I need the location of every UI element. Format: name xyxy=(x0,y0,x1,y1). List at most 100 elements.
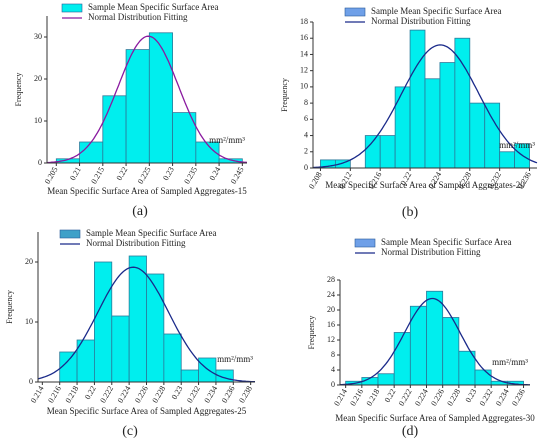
unit-label: mm²/mm³ xyxy=(217,354,253,364)
x-tick-label: 0.245 xyxy=(229,165,246,185)
y-tick-label: 12 xyxy=(327,335,335,344)
fit-curve xyxy=(46,35,248,164)
bar xyxy=(94,261,113,383)
legend-swatch xyxy=(354,238,376,248)
x-tick-label: 0.215 xyxy=(89,165,106,185)
legend-label: Sample Mean Specific Surface Area xyxy=(86,228,216,238)
y-tick-label: 0 xyxy=(29,377,33,386)
bar xyxy=(474,369,492,386)
y-tick-label: 8 xyxy=(331,350,335,359)
x-tick-label: 0.232 xyxy=(478,387,495,407)
x-tick-label: 0.224 xyxy=(413,387,430,407)
bar xyxy=(439,62,456,169)
x-tick-label: 0.22 xyxy=(115,165,130,182)
x-tick-label: 0.236 xyxy=(510,387,527,407)
bar xyxy=(409,29,426,169)
y-tick-label: 20 xyxy=(25,257,33,266)
bar xyxy=(393,332,411,386)
x-tick-label: 0.218 xyxy=(64,384,81,404)
y-tick-label: 8 xyxy=(304,98,308,107)
unit-label: mm²/mm³ xyxy=(492,357,528,367)
panel-label: (b) xyxy=(402,205,419,220)
bar xyxy=(79,141,104,164)
legend-label: Normal Distribution Fitting xyxy=(371,16,471,26)
y-tick-label: 4 xyxy=(304,130,308,139)
unit-label: mm²/mm³ xyxy=(499,140,535,150)
legend-label: Normal Distribution Fitting xyxy=(381,247,481,257)
x-tick-label: 0.234 xyxy=(202,384,219,404)
x-tick-label: 0.23 xyxy=(464,387,479,404)
y-tick-label: 18 xyxy=(300,17,308,26)
x-tick-label: 0.205 xyxy=(43,165,60,185)
y-tick-label: 10 xyxy=(34,116,42,125)
x-tick-label: 0.225 xyxy=(136,165,153,185)
y-tick-label: 16 xyxy=(300,33,308,42)
y-tick-label: 14 xyxy=(300,49,308,58)
bar xyxy=(146,273,165,383)
panel-label: (a) xyxy=(132,204,148,219)
bar xyxy=(426,290,444,386)
x-tick-label: 0.208 xyxy=(307,170,324,190)
x-axis-label: Mean Specific Surface Area of Sampled Ag… xyxy=(47,186,247,196)
x-tick-label: 0.234 xyxy=(494,387,511,407)
bar xyxy=(499,151,515,169)
x-axis-label: Mean Specific Surface Area of Sampled Ag… xyxy=(335,413,535,423)
bar xyxy=(379,135,396,169)
bar xyxy=(125,49,150,164)
panel-label: (c) xyxy=(122,424,138,439)
y-axis-label: Frequency xyxy=(5,290,14,324)
x-tick-label: 0.226 xyxy=(133,384,150,404)
legend-label: Normal Distribution Fitting xyxy=(88,12,188,22)
x-tick-label: 0.22 xyxy=(383,387,398,404)
x-tick-label: 0.222 xyxy=(397,387,414,407)
bar xyxy=(469,102,486,169)
x-tick-label: 0.238 xyxy=(237,384,254,404)
bar xyxy=(111,315,130,383)
y-tick-label: 10 xyxy=(25,317,33,326)
bar xyxy=(484,102,501,169)
legend-label: Normal Distribution Fitting xyxy=(86,238,186,248)
x-tick-label: 0.218 xyxy=(365,387,382,407)
x-tick-label: 0.216 xyxy=(348,387,365,407)
x-tick-label: 0.226 xyxy=(429,387,446,407)
bar xyxy=(148,32,173,164)
fit-curve xyxy=(312,44,538,169)
y-tick-label: 20 xyxy=(327,305,335,314)
x-tick-label: 0.23 xyxy=(170,384,185,401)
bar xyxy=(377,373,395,386)
y-tick-label: 30 xyxy=(34,32,42,41)
bar xyxy=(458,350,476,386)
unit-label: mm²/mm³ xyxy=(209,135,245,145)
x-tick-label: 0.236 xyxy=(220,384,237,404)
bar xyxy=(394,86,411,169)
y-tick-label: 2 xyxy=(304,147,308,156)
y-tick-label: 28 xyxy=(327,275,335,284)
y-tick-label: 16 xyxy=(327,320,335,329)
x-tick-label: 0.228 xyxy=(445,387,462,407)
bar xyxy=(163,333,182,383)
x-tick-label: 0.22 xyxy=(83,384,98,401)
x-tick-label: 0.214 xyxy=(29,384,46,404)
x-axis-label: Mean Specific Surface Area of Sampled Ag… xyxy=(47,406,247,416)
x-tick-label: 0.214 xyxy=(332,387,349,407)
y-tick-label: 0 xyxy=(38,158,42,167)
x-axis-label: Mean Specific Surface Area of Sampled Ag… xyxy=(325,180,525,190)
x-tick-label: 0.235 xyxy=(182,165,199,185)
x-tick-label: 0.222 xyxy=(98,384,115,404)
x-tick-label: 0.216 xyxy=(46,384,63,404)
x-tick-label: 0.24 xyxy=(208,165,223,182)
y-tick-label: 0 xyxy=(331,380,335,389)
y-tick-label: 0 xyxy=(304,163,308,172)
y-axis-label: Frequency xyxy=(280,78,289,112)
x-tick-label: 0.21 xyxy=(68,165,83,182)
legend-swatch xyxy=(59,229,81,239)
legend-label: Sample Mean Specific Surface Area xyxy=(371,6,501,16)
y-axis-label: Frequency xyxy=(307,316,316,350)
y-tick-label: 20 xyxy=(34,74,42,83)
legend-swatch xyxy=(344,7,366,17)
x-tick-label: 0.224 xyxy=(116,384,133,404)
y-axis-label: Frequency xyxy=(14,73,23,107)
legend-swatch xyxy=(61,3,83,13)
y-tick-label: 10 xyxy=(300,82,308,91)
